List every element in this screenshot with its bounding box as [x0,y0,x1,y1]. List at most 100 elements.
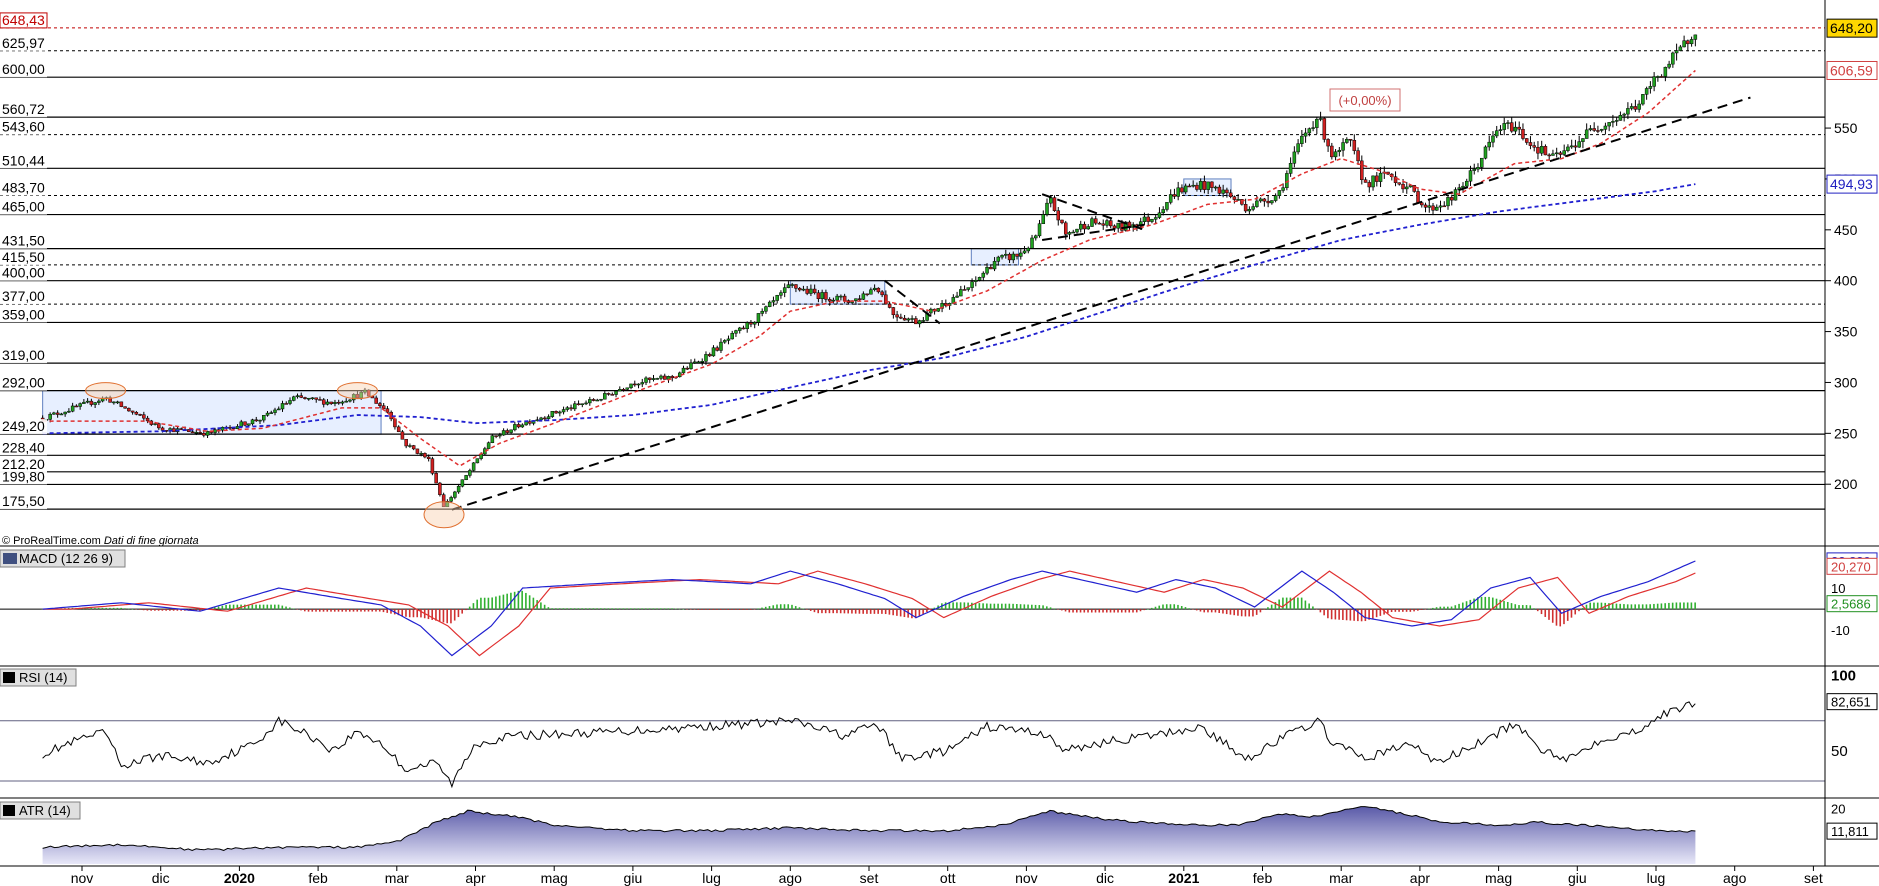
candle-up [1258,198,1263,202]
candle-up [475,458,480,464]
candle-down [1210,181,1214,188]
candle-down [1330,145,1334,158]
macd-hist-bar-positive [1525,605,1528,610]
macd-hist-bar-negative [1375,609,1378,618]
macd-hist-bar-positive [682,608,685,610]
candle-down [1528,142,1533,146]
macd-hist-bar-positive [525,592,527,610]
macd-hist-bar-positive [1004,603,1007,610]
macd-hist-bar-negative [847,609,849,614]
candle-down [134,412,139,415]
candle-down [1056,210,1061,221]
macd-title: MACD (12 26 9) [19,551,113,566]
candle-up [1446,197,1450,207]
candle-down [554,411,558,414]
candle-down [895,314,899,318]
candle-up [872,287,877,290]
candle-up [1656,76,1660,78]
macd-hist-bar-positive [1585,604,1588,610]
level-label-bg [0,440,47,456]
macd-hist-bar-positive [757,608,760,610]
macd-hist-bar-negative [806,609,808,610]
candle-up [1078,223,1083,230]
candle-up [1468,170,1473,182]
macd-hist-bar-negative [296,609,299,610]
level-label: 319,00 [2,347,45,363]
macd-hist-bar-positive [581,608,583,610]
macd-hist-bar-negative [1394,609,1397,612]
candle-down [55,412,60,415]
macd-hist-bar-negative [1214,609,1217,613]
macd-hist-bar-positive [116,607,119,610]
candle-down [1573,145,1578,148]
macd-hist-bar-positive [1289,597,1292,610]
candle-up [1569,145,1574,148]
macd-hist-bar-positive [592,608,595,610]
macd-hist-bar-positive [487,597,490,610]
candle-up [1004,253,1008,256]
macd-hist-bar-negative [461,609,463,614]
candle-up [1123,221,1128,231]
candle-down [145,417,150,422]
candle-up [1438,205,1443,208]
level-label-bg [0,307,47,323]
candle-down [989,266,993,270]
time-tick-label: giu [1568,870,1587,886]
macd-hist-bar-negative [1559,609,1562,627]
macd-hist-bar-negative [881,609,883,614]
candle-up [1045,202,1049,215]
candle-up [1049,197,1053,204]
candle-up [651,378,656,380]
candle-up [1577,141,1581,148]
macd-hist-bar-positive [521,590,523,610]
candle-down [202,433,206,436]
macd-hist-bar-negative [360,609,362,612]
candle-up [288,400,292,404]
candle-up [1153,217,1158,220]
candle-up [618,389,622,392]
macd-hist-bar-positive [109,607,111,610]
level-label-bg [0,348,47,364]
macd-hist-bar-negative [1578,609,1580,612]
candle-down [1172,194,1177,197]
candle-down [411,445,416,450]
candle-down [1686,40,1690,45]
macd-axis-label: 20,270 [1831,559,1871,574]
macd-hist-bar-positive [764,606,767,610]
macd-hist-bar-positive [671,608,673,610]
candle-down [880,291,884,296]
macd-hist-bar-positive [1454,605,1457,610]
macd-hist-bar-negative [390,609,392,614]
macd-hist-bar-negative [843,609,846,614]
candle-up [262,415,266,421]
candle-down [827,299,832,302]
candle-down [528,421,532,424]
level-label-bg [0,469,47,485]
level-label-bg [0,119,47,135]
level-label: 560,72 [2,101,45,117]
candle-down [891,307,896,316]
macd-hist-bar-negative [307,609,310,612]
macd-hist-bar-negative [1233,609,1235,616]
price-tick-label: 350 [1834,324,1858,340]
macd-hist-bar-positive [472,603,475,610]
candle-down [1108,220,1113,227]
macd-hist-bar-positive [791,604,793,610]
macd-hist-bar-positive [131,609,134,610]
macd-hist-bar-negative [1098,609,1101,613]
candle-up [1603,125,1608,130]
atr-color-swatch-icon [3,805,15,816]
candle-down [824,292,828,300]
time-tick-label: ago [1723,870,1747,886]
time-tick-label: mag [541,870,568,886]
rsi-panel: 100 82,651 50 RSI (14) [0,665,1879,789]
macd-hist-bar-positive [615,608,617,610]
macd-hist-bar-positive [476,599,478,610]
macd-hist-bar-negative [172,609,175,611]
candle-up [295,395,300,398]
candle-down [1195,184,1199,190]
macd-hist-bar-positive [251,604,254,610]
macd-hist-bar-positive [1510,603,1513,610]
macd-hist-bar-negative [416,609,419,618]
candle-up [625,387,630,390]
